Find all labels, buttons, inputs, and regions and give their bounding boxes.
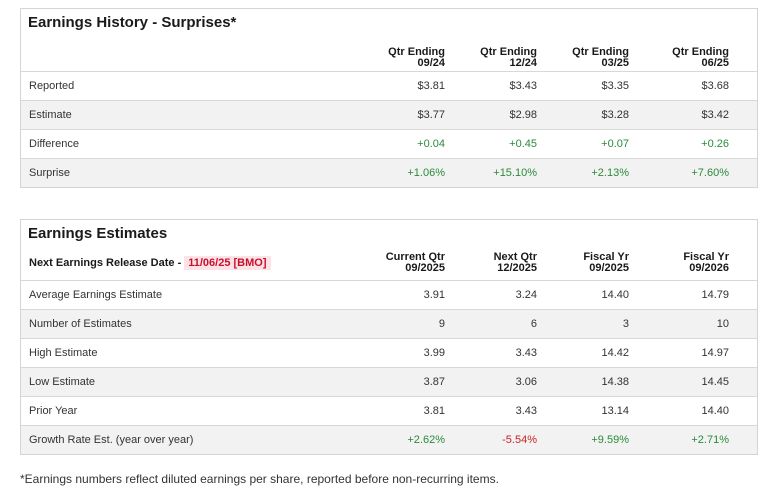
table-cell: $3.81	[417, 80, 445, 92]
table-cell: 10	[716, 318, 729, 330]
table-row-high-estimate: High Estimate 3.99 3.43 14.42 14.97	[21, 338, 757, 367]
row-label: Difference	[29, 138, 79, 150]
table-cell: 3.06	[515, 376, 537, 388]
table-cell: $3.43	[509, 80, 537, 92]
table-cell: +2.13%	[591, 167, 629, 179]
table-cell: 13.14	[601, 405, 629, 417]
table-cell: 3.91	[423, 289, 445, 301]
table-cell: 14.40	[701, 405, 729, 417]
table-cell: $2.98	[509, 109, 537, 121]
earnings-estimates-panel: Earnings Estimates Next Earnings Release…	[20, 219, 758, 455]
table-row-reported: Reported $3.81 $3.43 $3.35 $3.68	[21, 71, 757, 100]
column-header: Qtr Ending 03/25	[572, 46, 629, 69]
table-cell: 14.97	[701, 347, 729, 359]
table-cell: $3.68	[701, 80, 729, 92]
table-row-difference: Difference +0.04 +0.45 +0.07 +0.26	[21, 129, 757, 158]
earnings-estimates-title: Earnings Estimates	[28, 225, 168, 242]
table-cell: 3.43	[515, 347, 537, 359]
table-cell: +0.07	[601, 138, 629, 150]
row-label: Number of Estimates	[29, 318, 132, 330]
table-cell: 14.42	[601, 347, 629, 359]
footnote: *Earnings numbers reflect diluted earnin…	[20, 472, 499, 486]
table-cell: +2.71%	[691, 434, 729, 446]
earnings-history-title: Earnings History - Surprises*	[28, 14, 237, 31]
row-label: Reported	[29, 80, 75, 92]
table-cell: 3.87	[423, 376, 445, 388]
table-cell: 3.81	[423, 405, 445, 417]
table-cell: $3.35	[601, 80, 629, 92]
table-cell: 3.43	[515, 405, 537, 417]
row-label: Growth Rate Est. (year over year)	[29, 434, 194, 446]
table-row-average-estimate: Average Earnings Estimate 3.91 3.24 14.4…	[21, 280, 757, 309]
next-release-label: Next Earnings Release Date -	[29, 257, 182, 269]
table-cell: 14.40	[601, 289, 629, 301]
row-label: Prior Year	[29, 405, 78, 417]
column-header: Fiscal Yr 09/2025	[583, 251, 629, 274]
earnings-estimates-header-row: Next Earnings Release Date -11/06/25 [BM…	[21, 248, 757, 280]
table-cell: 3.99	[423, 347, 445, 359]
table-cell: -5.54%	[502, 434, 537, 446]
row-label: Average Earnings Estimate	[29, 289, 163, 301]
release-date-badge: 11/06/25 [BMO]	[184, 256, 271, 270]
table-cell: 14.45	[701, 376, 729, 388]
table-cell: +7.60%	[691, 167, 729, 179]
row-label: High Estimate	[29, 347, 98, 359]
row-label: Low Estimate	[29, 376, 96, 388]
table-cell: +9.59%	[591, 434, 629, 446]
column-header: Qtr Ending 09/24	[388, 46, 445, 69]
table-row-estimate: Estimate $3.77 $2.98 $3.28 $3.42	[21, 100, 757, 129]
table-cell: +2.62%	[407, 434, 445, 446]
table-row-low-estimate: Low Estimate 3.87 3.06 14.38 14.45	[21, 367, 757, 396]
column-header: Current Qtr 09/2025	[385, 251, 445, 274]
column-header: Qtr Ending 12/24	[480, 46, 537, 69]
table-cell: $3.77	[417, 109, 445, 121]
column-header: Qtr Ending 06/25	[672, 46, 729, 69]
table-cell: 3	[622, 318, 629, 330]
table-cell: +1.06%	[407, 167, 445, 179]
table-cell: 9	[438, 318, 445, 330]
table-cell: 3.24	[515, 289, 537, 301]
earnings-history-panel: Earnings History - Surprises* Qtr Ending…	[20, 8, 758, 188]
table-cell: $3.42	[701, 109, 729, 121]
column-header: Next Qtr 12/2025	[493, 251, 537, 274]
table-cell: 14.79	[701, 289, 729, 301]
row-label: Estimate	[29, 109, 72, 121]
table-cell: +15.10%	[493, 167, 537, 179]
earnings-history-header-row: Qtr Ending 09/24 Qtr Ending 12/24 Qtr Endi…	[21, 37, 757, 71]
table-cell: 6	[530, 318, 537, 330]
table-cell: $3.28	[601, 109, 629, 121]
table-row-prior-year: Prior Year 3.81 3.43 13.14 14.40	[21, 396, 757, 425]
table-row-number-of-estimates: Number of Estimates 9 6 3 10	[21, 309, 757, 338]
table-cell: +0.45	[509, 138, 537, 150]
table-cell: +0.04	[417, 138, 445, 150]
table-cell: +0.26	[701, 138, 729, 150]
row-label: Surprise	[29, 167, 70, 179]
column-header: Fiscal Yr 09/2026	[683, 251, 729, 274]
table-row-surprise: Surprise +1.06% +15.10% +2.13% +7.60%	[21, 158, 757, 187]
table-cell: 14.38	[601, 376, 629, 388]
table-row-growth-rate: Growth Rate Est. (year over year) +2.62%…	[21, 425, 757, 454]
next-release-date: Next Earnings Release Date -11/06/25 [BM…	[21, 256, 371, 270]
